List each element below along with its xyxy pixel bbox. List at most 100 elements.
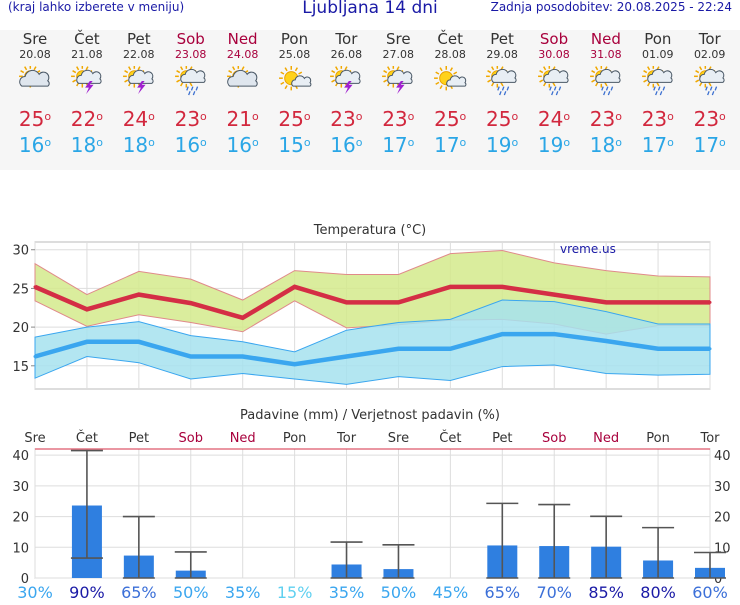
cloud-sun-icon: [19, 65, 50, 88]
sun-rain-icon: [486, 65, 517, 96]
precip-probability-label: 35%: [329, 583, 365, 602]
day-date: 02.09: [693, 48, 726, 61]
precip-day-label: Ned: [593, 431, 619, 446]
precip-ytick-label-right: 0: [714, 572, 722, 587]
day-date: 26.08: [330, 48, 363, 61]
sun-rain-icon: [538, 65, 569, 96]
temp-max-point: [448, 285, 452, 289]
day-date: 30.08: [538, 48, 570, 61]
min-temp: 19o: [537, 133, 571, 157]
temp-min-range-band: [34, 299, 711, 385]
temp-min-point: [448, 347, 452, 351]
precip-chart-title: Padavine (mm) / Verjetnost padavin (%): [240, 408, 500, 423]
last-update: Zadnja posodobitev: 20.08.2025 - 22:24: [490, 0, 732, 14]
day-name: Ned: [590, 30, 621, 48]
sun-thunder-icon: [330, 65, 362, 95]
location-hint: (kraj lahko izberete v meniju): [8, 0, 185, 14]
precip-day-label: Pet: [492, 431, 512, 446]
sun-rain-icon: [589, 65, 621, 96]
day-name: Sob: [539, 30, 569, 48]
min-temp: 19o: [486, 133, 519, 157]
min-temp: 18o: [70, 133, 103, 157]
day-column: Čet 21.08 22o 18o: [61, 30, 113, 158]
precip-day-label: Sre: [388, 431, 409, 446]
max-temp: 23o: [693, 107, 726, 131]
temp-min-point: [708, 347, 712, 351]
max-temp: 25o: [18, 107, 52, 131]
precip-day-label: Tor: [699, 431, 720, 446]
sun-thunder-icon: [382, 65, 413, 95]
temp-ytick-label: 30: [12, 244, 29, 259]
min-temp: 17o: [693, 133, 726, 157]
day-column: Tor 26.08 23o 16o: [320, 30, 372, 158]
temp-min-point: [137, 340, 141, 344]
precip-ytick-label-left: 40: [12, 449, 29, 464]
day-column: Čet 28.08 25o 17o: [424, 30, 476, 158]
day-column: Ned 24.08 21o 16o: [217, 30, 269, 158]
precip-probability-label: 50%: [381, 583, 417, 602]
max-temp: 21o: [226, 107, 259, 131]
precip-probability-label: 50%: [173, 583, 209, 602]
sun-cloud-icon: [278, 66, 311, 91]
temperature-chart: Temperatura (°C) 15 20 25 30 vreme.us: [12, 223, 712, 390]
sun-rain-icon: [693, 65, 725, 96]
temp-min-point: [189, 355, 193, 359]
day-name: Čet: [437, 30, 463, 48]
precip-probability-label: 60%: [692, 583, 728, 602]
min-temp: 17o: [641, 133, 674, 157]
day-name: Ned: [227, 30, 258, 48]
day-column: Sob 30.08 24o 19o: [528, 30, 580, 158]
day-date: 23.08: [174, 48, 207, 61]
max-temp: 25o: [434, 107, 467, 131]
min-temp: 18o: [122, 133, 155, 157]
temp-max-point: [500, 285, 504, 289]
temp-chart-title: Temperatura (°C): [313, 223, 426, 238]
temp-max-point: [33, 285, 37, 289]
sun-rain-icon: [174, 65, 206, 96]
max-temp: 23o: [174, 107, 207, 131]
max-temp: 25o: [278, 107, 311, 131]
min-temp: 17o: [434, 133, 467, 157]
day-column: Pon 25.08 25o 15o: [269, 30, 321, 158]
precip-probability-label: 45%: [433, 583, 469, 602]
temp-min-point: [656, 347, 660, 351]
temp-ytick-label: 15: [12, 360, 29, 375]
precip-day-label: Pet: [129, 431, 149, 446]
temp-min-point: [241, 355, 245, 359]
day-column: Ned 31.08 23o 18o: [580, 30, 632, 158]
daily-forecast-strip: Sre 20.08 25o 16o Čet 21.08 22o 18o Pet 22.08 24o 1…: [0, 30, 740, 170]
max-temp: 23o: [330, 107, 363, 131]
precipitation-chart: Padavine (mm) / Verjetnost padavin (%) Sr…: [12, 408, 730, 602]
temp-max-line: [34, 284, 710, 321]
precip-probability-label: 90%: [69, 583, 105, 602]
max-temp: 25o: [486, 107, 519, 131]
temp-max-point: [708, 300, 712, 304]
day-date: 22.08: [123, 48, 155, 61]
temp-max-point: [396, 300, 400, 304]
day-name: Pet: [490, 30, 514, 48]
min-temp: 16o: [226, 133, 259, 157]
day-column: Pet 29.08 25o 19o: [476, 30, 528, 158]
min-temp: 16o: [174, 133, 207, 157]
precip-ytick-label-left: 30: [12, 480, 29, 495]
temp-min-point: [604, 339, 608, 343]
min-temp: 18o: [589, 133, 622, 157]
temp-max-point: [604, 300, 608, 304]
sun-thunder-icon: [122, 65, 154, 95]
page-title: Ljubljana 14 dni: [302, 0, 438, 18]
cloud-sun-icon: [226, 65, 258, 88]
day-column: Pet 22.08 24o 18o: [113, 30, 165, 158]
day-name: Čet: [74, 30, 100, 48]
precip-ytick-label-left: 20: [12, 511, 29, 526]
precip-probability-label: 65%: [121, 583, 157, 602]
day-date: 24.08: [226, 48, 259, 61]
temp-min-line: [34, 331, 710, 367]
temp-max-point: [137, 293, 141, 297]
precip-day-label: Pon: [646, 431, 670, 446]
min-temp: 16o: [18, 133, 52, 157]
day-column: Sre 27.08 23o 17o: [372, 30, 424, 158]
precip-day-label: Čet: [439, 430, 461, 446]
day-name: Sre: [386, 30, 411, 48]
temp-max-point: [293, 285, 297, 289]
day-date: 20.08: [19, 48, 51, 61]
